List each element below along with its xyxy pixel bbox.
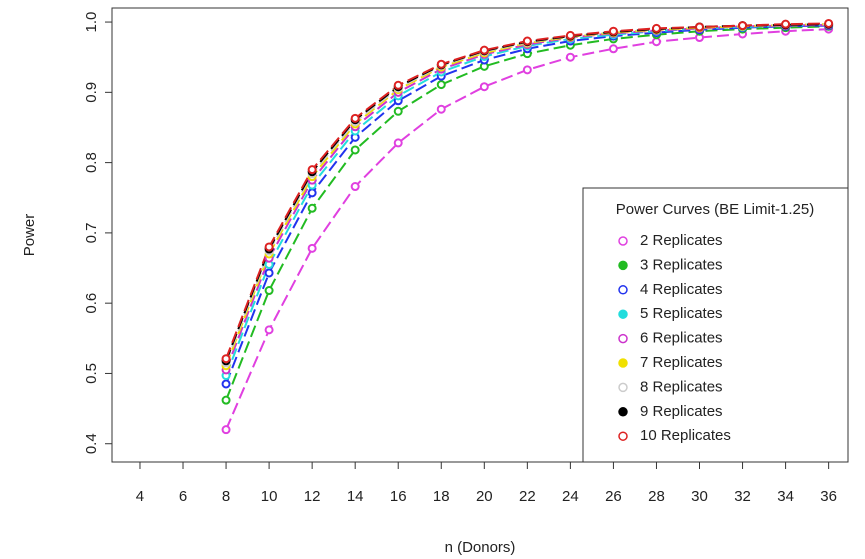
x-axis-label: n (Donors) xyxy=(445,539,516,556)
data-point xyxy=(307,203,317,213)
data-point xyxy=(608,26,618,36)
data-point xyxy=(307,165,317,175)
data-point xyxy=(221,395,231,405)
y-tick-label: 0.4 xyxy=(83,433,100,454)
legend-label: 3 Replicates xyxy=(640,256,723,273)
data-point xyxy=(264,286,274,296)
data-point xyxy=(350,145,360,155)
x-tick-label: 16 xyxy=(390,488,407,505)
data-point xyxy=(565,52,575,62)
data-point xyxy=(522,36,532,46)
data-point xyxy=(393,106,403,116)
data-point xyxy=(436,80,446,90)
plot-area xyxy=(221,18,834,435)
y-tick-label: 0.5 xyxy=(83,363,100,384)
legend-box xyxy=(582,187,849,463)
x-tick-label: 30 xyxy=(691,488,708,505)
x-tick-label: 18 xyxy=(433,488,450,505)
data-point xyxy=(824,18,834,28)
data-point xyxy=(651,23,661,33)
legend-marker xyxy=(618,358,628,368)
x-tick-label: 20 xyxy=(476,488,493,505)
x-tick-label: 12 xyxy=(304,488,321,505)
legend-marker xyxy=(618,260,628,271)
data-point xyxy=(651,37,661,47)
data-point xyxy=(350,182,360,192)
legend-marker xyxy=(618,309,628,319)
x-tick-label: 10 xyxy=(261,488,278,505)
data-point xyxy=(695,22,705,32)
data-point xyxy=(350,113,360,123)
data-point xyxy=(264,242,274,252)
x-tick-label: 28 xyxy=(648,488,665,505)
legend-marker xyxy=(618,285,628,295)
x-tick-label: 36 xyxy=(820,488,837,505)
x-tick-label: 26 xyxy=(605,488,622,505)
legend-label: 9 Replicates xyxy=(640,403,723,420)
legend-label: 2 Replicates xyxy=(640,232,723,249)
y-tick-label: 1.0 xyxy=(83,12,100,33)
data-point xyxy=(738,21,748,31)
data-point xyxy=(221,354,231,364)
legend-marker xyxy=(618,382,628,393)
data-point xyxy=(221,379,231,389)
data-point xyxy=(565,30,575,40)
y-tick-label: 0.9 xyxy=(83,82,100,103)
legend-label: 8 Replicates xyxy=(640,378,723,395)
data-point xyxy=(393,80,403,90)
x-tick-label: 24 xyxy=(562,488,579,505)
x-tick-label: 8 xyxy=(222,488,230,505)
data-point xyxy=(522,65,532,75)
data-point xyxy=(264,268,274,278)
legend-marker xyxy=(618,333,628,344)
legend-label: 4 Replicates xyxy=(640,281,723,298)
series-line xyxy=(225,23,829,376)
y-tick-label: 0.8 xyxy=(83,152,100,173)
x-tick-label: 4 xyxy=(136,488,144,505)
legend-title: Power Curves (BE Limit-1.25) xyxy=(616,201,814,218)
data-point xyxy=(781,19,791,29)
legend-label: 10 Replicates xyxy=(640,427,731,444)
data-point xyxy=(436,104,446,114)
legend-label: 7 Replicates xyxy=(640,354,723,371)
data-point xyxy=(608,44,618,54)
y-tick-label: 0.6 xyxy=(83,293,100,314)
y-axis-label: Power xyxy=(21,214,38,257)
data-point xyxy=(307,243,317,253)
y-tick-label: 0.7 xyxy=(83,222,100,243)
data-point xyxy=(479,82,489,92)
data-point xyxy=(307,188,317,198)
legend-marker xyxy=(618,431,628,441)
data-point xyxy=(479,45,489,55)
legend-label: 6 Replicates xyxy=(640,330,723,347)
data-point xyxy=(393,138,403,148)
x-tick-label: 34 xyxy=(777,488,794,505)
legend-marker xyxy=(618,236,628,246)
data-point xyxy=(264,325,274,335)
legend-label: 5 Replicates xyxy=(640,305,723,322)
data-point xyxy=(221,425,231,435)
x-tick-label: 6 xyxy=(179,488,187,505)
x-tick-label: 32 xyxy=(734,488,751,505)
x-tick-label: 22 xyxy=(519,488,536,505)
data-point xyxy=(436,59,446,69)
legend-marker xyxy=(618,407,628,417)
x-tick-label: 14 xyxy=(347,488,364,505)
